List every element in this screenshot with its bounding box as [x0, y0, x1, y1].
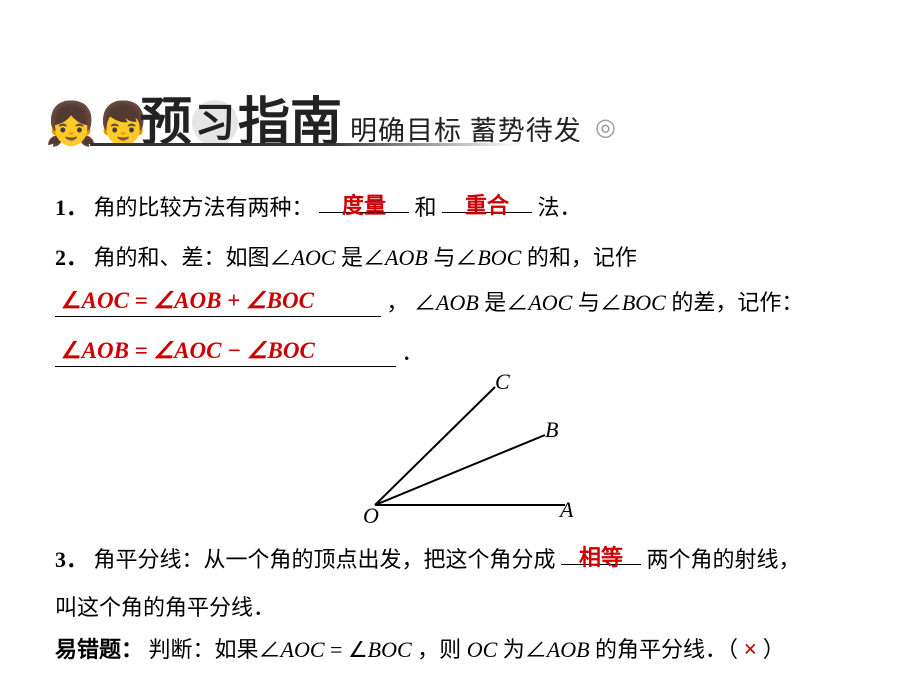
q2-eq2-ang: ∠ [61, 338, 82, 363]
q2-t7: 的差，记作： [671, 290, 803, 315]
q2-eq1-ang: ∠ [61, 288, 82, 313]
q1-ans2: 重合 [465, 193, 509, 218]
q1-blank1: 度量 [319, 190, 409, 213]
q2-pre: 角的和、差：如图∠ [94, 245, 292, 270]
q2-aoc: AOC [292, 245, 336, 270]
q4-t3: ，则 [417, 637, 467, 662]
q1-mid: 和 [415, 195, 437, 220]
q4-t4: 为∠ [503, 637, 547, 662]
page: 👧👦 预习指南 明确目标 蓄势待发 ◎ 1． 角的比较方法有两种： 度量 和 重… [0, 0, 920, 690]
q4-t1: 判断：如果∠ [149, 637, 281, 662]
q2-period: ． [402, 340, 424, 365]
q2-line-b: ∠AOC = ∠AOB + ∠BOC ， ∠AOB 是∠AOC 与∠BOC 的差… [55, 285, 803, 317]
banner: 👧👦 预习指南 明确目标 蓄势待发 ◎ [40, 85, 680, 165]
q1-pre: 角的比较方法有两种： [94, 195, 314, 220]
q2-eq1-blank: ∠AOC = ∠AOB + ∠BOC [55, 290, 381, 317]
q1-line: 1． 角的比较方法有两种： 度量 和 重合 法． [55, 190, 582, 222]
q2-boc2: BOC [622, 290, 666, 315]
q2-eq1: ∠AOC = ∠AOB + ∠BOC [61, 288, 314, 313]
q2-line-a: 2． 角的和、差：如图∠AOC 是∠AOB 与∠BOC 的和，记作 [55, 240, 637, 272]
label-B: B [545, 417, 558, 443]
banner-underline [90, 143, 520, 146]
q1-blank2: 重合 [442, 190, 532, 213]
q4-t6: ） [763, 637, 785, 662]
q3-num: 3． [55, 547, 88, 572]
q2-t6: 与∠ [578, 290, 622, 315]
label-A: A [560, 497, 573, 523]
q3-line-b: 叫这个角的角平分线． [55, 590, 275, 622]
q1-post: 法． [538, 195, 582, 220]
q4-aoc: AOC [281, 637, 325, 662]
q4-oc: OC [467, 637, 498, 662]
q2-t3: 的和，记作 [527, 245, 637, 270]
q3-line-a: 3． 角平分线：从一个角的顶点出发，把这个角分成 相等 两个角的射线， [55, 542, 801, 574]
q4-boc: BOC [368, 637, 412, 662]
q2-num: 2． [55, 245, 88, 270]
q4-t5: 的角平分线．（ [595, 637, 738, 662]
q2-t5: 是∠ [484, 290, 528, 315]
q3-post: 两个角的射线， [647, 547, 801, 572]
kids-icon: 👧👦 [45, 100, 150, 149]
q2-t4: ∠ [414, 290, 436, 315]
angle-diagram: O A B C [345, 375, 605, 525]
q3-blank: 相等 [561, 542, 641, 565]
q2-eq2-text: AOB = ∠AOC − ∠BOC [82, 338, 315, 363]
q4-line: 易错题： 判断：如果∠AOC = ∠BOC ，则 OC 为∠AOB 的角平分线．… [55, 632, 785, 664]
q4-label: 易错题： [55, 637, 143, 662]
title-mid: 习 [192, 100, 238, 146]
q2-aob2: AOB [436, 290, 479, 315]
q2-t2: 与∠ [433, 245, 477, 270]
q2-aoc2: AOC [528, 290, 572, 315]
q2-aob: AOB [385, 245, 428, 270]
q3-line2: 叫这个角的角平分线． [55, 595, 275, 620]
label-C: C [495, 369, 510, 395]
label-O: O [363, 503, 379, 529]
q3-pre: 角平分线：从一个角的顶点出发，把这个角分成 [94, 547, 556, 572]
q2-line-c: ∠AOB = ∠AOC − ∠BOC ． [55, 335, 424, 367]
q2-comma: ， [387, 290, 409, 315]
q2-t1: 是∠ [341, 245, 385, 270]
q1-num: 1． [55, 195, 88, 220]
q4-ans: × [744, 637, 758, 663]
q1-ans1: 度量 [342, 193, 386, 218]
q4-t2: = ∠ [330, 637, 368, 662]
swirl-icon: ◎ [595, 113, 616, 142]
q4-aob: AOB [547, 637, 590, 662]
q3-ans: 相等 [579, 545, 623, 570]
q2-boc: BOC [477, 245, 521, 270]
q2-eq1-text: AOC = ∠AOB + ∠BOC [82, 288, 314, 313]
q2-eq2: ∠AOB = ∠AOC − ∠BOC [61, 338, 315, 363]
q2-eq2-blank: ∠AOB = ∠AOC − ∠BOC [55, 340, 396, 367]
